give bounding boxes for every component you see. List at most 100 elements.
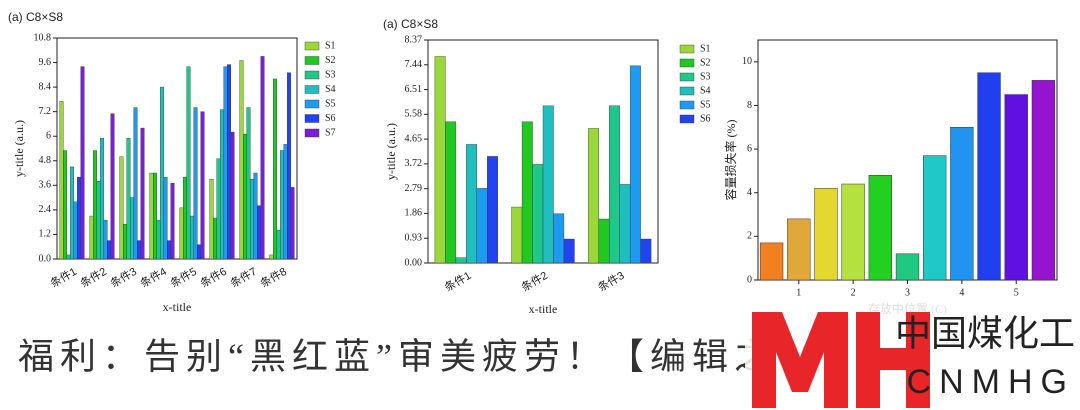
bar bbox=[126, 138, 131, 260]
legend-swatch bbox=[304, 41, 320, 51]
legend-label: S4 bbox=[700, 85, 711, 96]
bar bbox=[66, 254, 71, 260]
y-tick-label: 8 bbox=[747, 100, 752, 111]
bar bbox=[895, 253, 920, 281]
bar bbox=[170, 183, 175, 260]
legend-swatch bbox=[679, 114, 695, 124]
bar bbox=[160, 86, 164, 260]
y-tick-label: 2.79 bbox=[405, 183, 423, 194]
bar bbox=[137, 240, 141, 260]
bar bbox=[434, 56, 446, 264]
bar bbox=[276, 230, 281, 260]
bar bbox=[197, 244, 201, 260]
bar bbox=[257, 205, 261, 260]
plot-frame bbox=[56, 37, 298, 260]
bar bbox=[629, 65, 641, 264]
x-tick-label: 条件2 bbox=[78, 264, 109, 290]
bar bbox=[149, 172, 154, 260]
y-axis-title: y-title (a.u.) bbox=[12, 120, 26, 177]
bar bbox=[193, 107, 198, 260]
x-axis-title: x-title bbox=[163, 300, 192, 314]
bar bbox=[216, 158, 221, 260]
legend-swatch bbox=[679, 58, 695, 68]
bar bbox=[230, 131, 235, 260]
bar bbox=[521, 121, 533, 264]
legend-label: S3 bbox=[325, 69, 336, 80]
y-tick-label: 9.6 bbox=[39, 57, 52, 68]
bar bbox=[563, 238, 575, 264]
x-tick-label: 条件7 bbox=[228, 264, 259, 290]
legend-label: S6 bbox=[700, 113, 711, 124]
bar bbox=[59, 101, 64, 260]
bar bbox=[119, 156, 124, 260]
y-tick-label: 6 bbox=[747, 143, 752, 154]
y-tick-label: 6 bbox=[46, 131, 51, 142]
x-tick-label: 条件6 bbox=[198, 264, 229, 290]
y-tick-label: 10 bbox=[742, 56, 752, 67]
bar bbox=[110, 113, 115, 260]
y-tick-label: 6.51 bbox=[405, 84, 423, 95]
x-tick-label: 3 bbox=[905, 287, 910, 298]
bar bbox=[246, 107, 251, 260]
y-tick-label: 8.37 bbox=[405, 34, 423, 45]
bar bbox=[553, 213, 565, 264]
bar bbox=[77, 176, 81, 260]
bar bbox=[759, 242, 784, 281]
legend-swatch bbox=[304, 128, 320, 138]
bar bbox=[73, 201, 78, 260]
bar bbox=[80, 66, 85, 260]
bar bbox=[283, 144, 288, 260]
legend-swatch bbox=[304, 85, 320, 94]
bar bbox=[213, 217, 217, 260]
x-tick-label: 条件1 bbox=[442, 268, 473, 294]
bar bbox=[223, 66, 228, 260]
bar bbox=[220, 109, 224, 260]
bar bbox=[163, 176, 168, 260]
bar bbox=[227, 64, 231, 260]
bar bbox=[153, 172, 157, 260]
y-tick-label: 7.44 bbox=[405, 59, 423, 70]
bar bbox=[209, 178, 214, 260]
bar bbox=[787, 218, 811, 281]
y-tick-label: 4.8 bbox=[39, 155, 52, 166]
bar bbox=[200, 111, 205, 260]
chart-title: (a) C8×S8 bbox=[8, 10, 63, 24]
bar bbox=[269, 254, 274, 260]
legend-swatch bbox=[304, 99, 320, 109]
legend-swatch bbox=[304, 70, 320, 80]
y-tick-label: 2.4 bbox=[39, 204, 52, 215]
legend-label: S5 bbox=[325, 98, 336, 109]
legend-swatch bbox=[679, 72, 695, 82]
bar bbox=[107, 240, 111, 260]
x-tick-label: 条件5 bbox=[168, 264, 199, 290]
bar bbox=[140, 127, 145, 260]
bar bbox=[70, 166, 74, 260]
bar bbox=[841, 183, 865, 281]
bar bbox=[253, 172, 258, 260]
bar bbox=[190, 215, 194, 260]
x-tick-label: 条件4 bbox=[138, 264, 169, 290]
bar bbox=[950, 127, 974, 281]
bar bbox=[179, 207, 184, 260]
legend-swatch bbox=[304, 56, 320, 65]
bar bbox=[923, 155, 947, 281]
bar bbox=[260, 56, 265, 260]
bar bbox=[532, 164, 544, 264]
logo-mark bbox=[752, 312, 930, 408]
y-tick-label: 1.2 bbox=[39, 229, 52, 240]
y-tick-label: 4 bbox=[747, 187, 752, 198]
y-tick-label: 3.6 bbox=[39, 180, 52, 191]
legend-label: S6 bbox=[325, 113, 336, 124]
bar bbox=[487, 156, 498, 264]
bar bbox=[287, 72, 291, 260]
caption: 福利：告别“黑红蓝”审美疲劳！【编辑之 bbox=[18, 336, 776, 376]
x-tick-label: 条件2 bbox=[519, 268, 550, 294]
y-tick-label: 0.93 bbox=[405, 233, 423, 244]
legend-label: S1 bbox=[325, 40, 336, 51]
bar bbox=[63, 150, 67, 260]
legend-label: S2 bbox=[325, 55, 336, 66]
legend-label: S7 bbox=[325, 127, 336, 138]
x-tick-label: 5 bbox=[1014, 287, 1019, 298]
legend-swatch bbox=[304, 114, 320, 123]
